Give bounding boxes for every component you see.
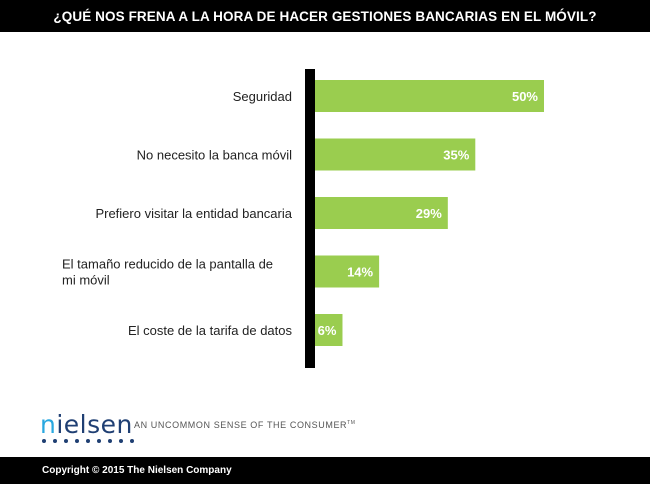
bar [315,80,544,112]
category-label: El tamaño reducido de la pantalla de mi m… [62,257,273,288]
chart-title-bar: ¿QUÉ NOS FRENA A LA HORA DE HACER GESTIO… [0,0,650,32]
bar-value-label: 6% [318,323,337,338]
nielsen-logo: nielsen [40,410,133,439]
bar [315,314,343,346]
logo-dots [42,439,134,443]
bar-chart: 50% Seguridad 35% No necesito la banca móvi… [62,69,544,368]
brand-tagline: AN UNCOMMON SENSE OF THE CONSUMERTM [134,420,356,430]
bar [315,138,476,171]
category-label: El coste de la tarifa de datos [128,323,293,338]
bar-value-label: 50% [512,89,538,104]
y-axis-line [305,69,315,368]
category-label: Prefiero visitar la entidad bancaria [95,206,292,221]
copyright-text: Copyright © 2015 The Nielsen Company [42,465,232,476]
bar [315,197,448,229]
bar-value-label: 29% [416,206,442,221]
bar-value-label: 14% [347,265,373,280]
category-label: No necesito la banca móvil [137,148,292,163]
footer-bar: Copyright © 2015 The Nielsen Company [0,457,650,484]
category-label: Seguridad [233,89,292,104]
bar [315,255,380,288]
bar-value-label: 35% [443,148,469,163]
chart-title: ¿QUÉ NOS FRENA A LA HORA DE HACER GESTIO… [53,8,597,24]
